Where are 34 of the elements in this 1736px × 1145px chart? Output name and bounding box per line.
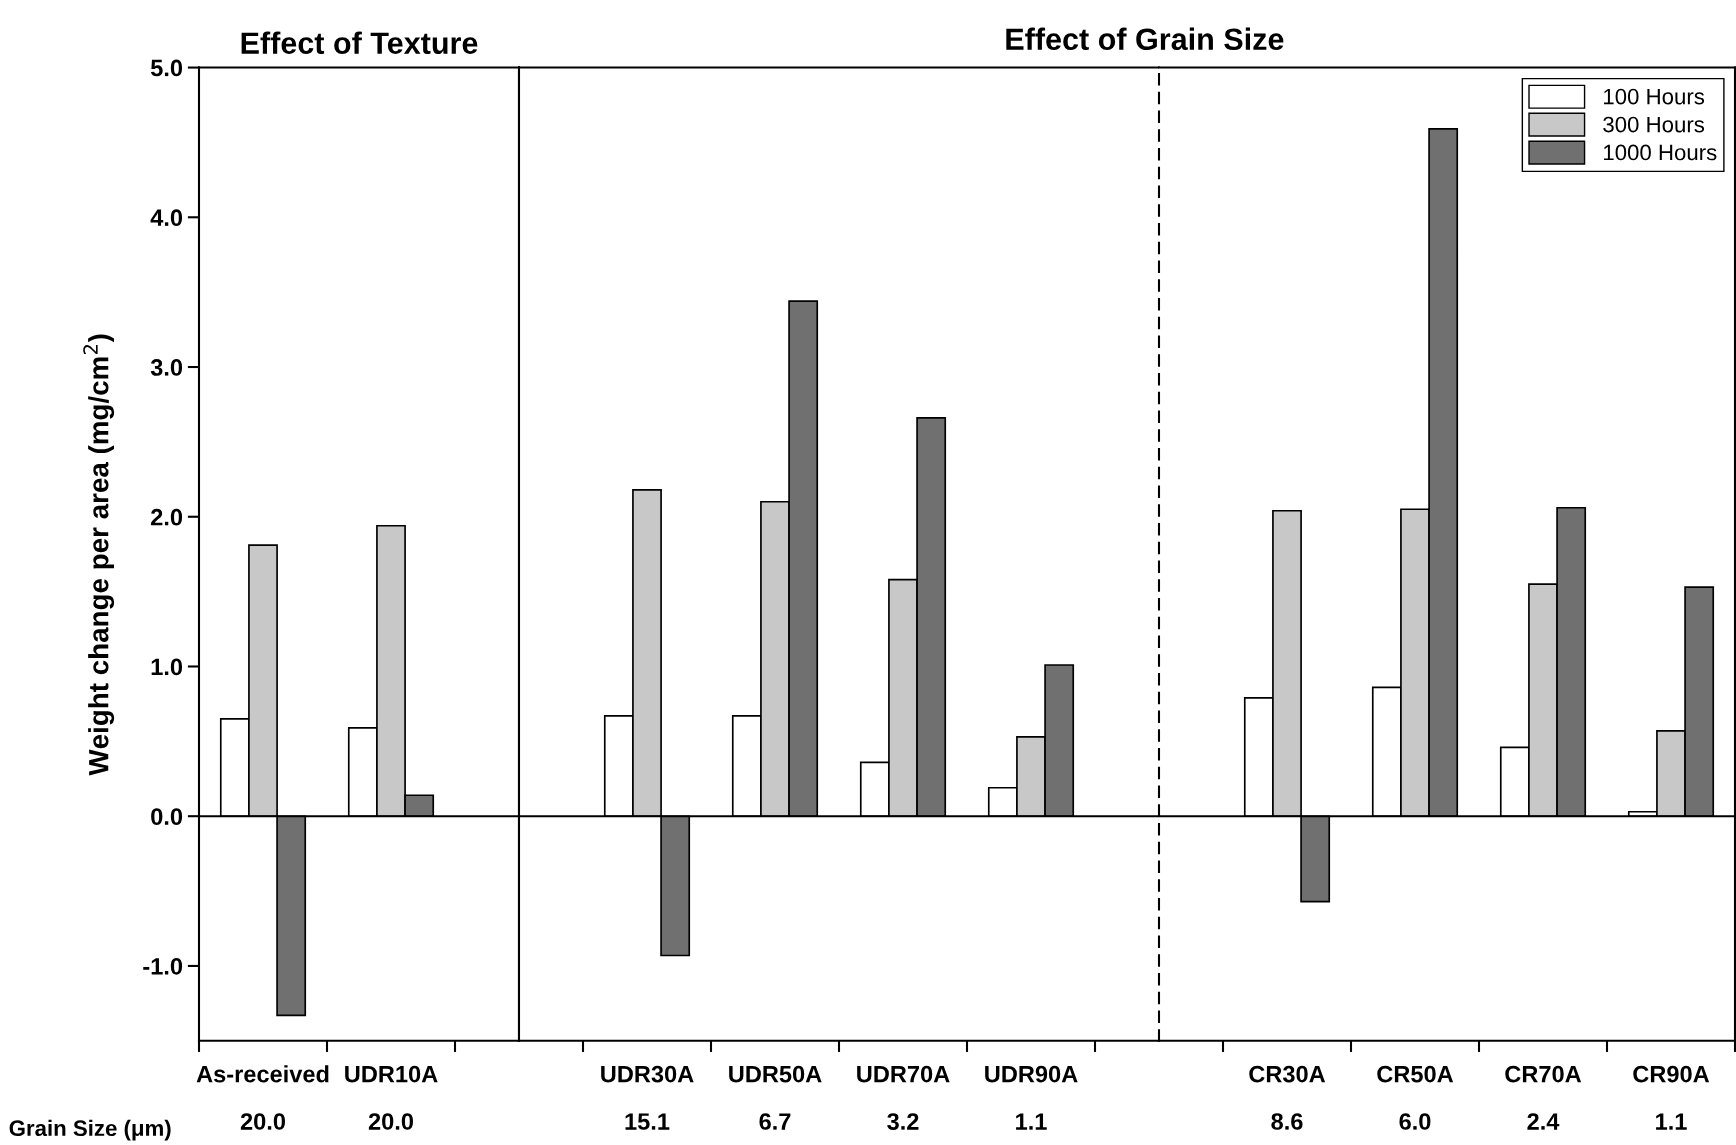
x-tick-label: UDR10A xyxy=(345,1065,438,1083)
text: 2.4 xyxy=(1527,1113,1560,1130)
y-tick-label: 0.0 xyxy=(151,808,183,825)
x-tick-label: UDR30A xyxy=(601,1065,694,1083)
x-tick-label: CR30A xyxy=(1249,1065,1326,1083)
x-tick-label: CR90A xyxy=(1633,1065,1710,1083)
x-tick-label: CR70A xyxy=(1505,1065,1582,1083)
legend-label: 300 Hours xyxy=(1603,116,1705,133)
x-tick-label: CR50A xyxy=(1377,1065,1454,1083)
text: 15.1 xyxy=(625,1113,670,1130)
text: 20.0 xyxy=(368,1113,414,1130)
y-tick-label: 4.0 xyxy=(150,209,183,227)
y-tick-label: -1.0 xyxy=(143,958,183,975)
text: 6.7 xyxy=(759,1113,791,1130)
text: 8.6 xyxy=(1271,1113,1303,1130)
text: 6.0 xyxy=(1399,1113,1431,1130)
x-tick-label: UDR70A xyxy=(857,1065,950,1083)
x-tick-label: UDR90A xyxy=(985,1065,1078,1083)
y-tick-label: 1.0 xyxy=(151,658,183,676)
text: 20.0 xyxy=(240,1113,286,1130)
y-axis-title: Weight change per area (mg/cm$^{2}$) xyxy=(83,334,115,776)
y-tick-label: 5.0 xyxy=(150,59,183,77)
text: 3.2 xyxy=(887,1113,919,1130)
x-tick-label: As-received xyxy=(196,1065,329,1083)
legend-label: 100 Hours xyxy=(1604,88,1705,105)
chart-title: Effect of Grain Size xyxy=(1006,27,1284,51)
y-tick-label: 2.0 xyxy=(151,508,183,526)
x-tick-label: UDR50A xyxy=(729,1065,822,1083)
text: Grain Size (μm) xyxy=(9,1119,171,1141)
text: 1.1 xyxy=(1656,1113,1687,1130)
chart-title: Effect of Texture xyxy=(241,31,478,54)
y-tick-label: 3.0 xyxy=(150,359,183,376)
legend-label: 1000 Hours xyxy=(1604,144,1717,161)
text: 1.1 xyxy=(1016,1113,1047,1130)
